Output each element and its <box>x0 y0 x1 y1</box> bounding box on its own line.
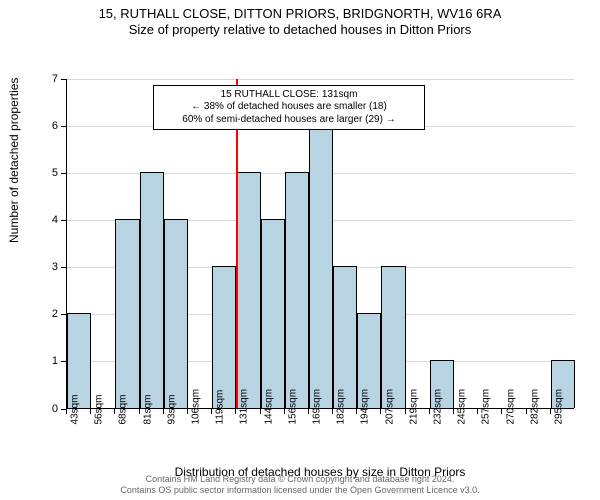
annotation-line1: 15 RUTHALL CLOSE: 131sqm <box>160 89 418 102</box>
ytick-label: 5 <box>52 167 58 179</box>
xtick-mark <box>187 409 188 414</box>
xtick-mark <box>380 409 381 414</box>
ytick-mark <box>61 173 66 174</box>
ytick-label: 0 <box>52 403 58 415</box>
ytick-mark <box>61 267 66 268</box>
chart-footer: Contains HM Land Registry data © Crown c… <box>0 474 600 497</box>
xtick-mark <box>139 409 140 414</box>
xtick-mark <box>66 409 67 414</box>
xtick-mark <box>211 409 212 414</box>
ytick-mark <box>61 220 66 221</box>
ytick-label: 4 <box>52 214 58 226</box>
xtick-mark <box>356 409 357 414</box>
chart-title-line2: Size of property relative to detached ho… <box>0 22 600 38</box>
histogram-bar <box>164 219 188 408</box>
ytick-label: 1 <box>52 355 58 367</box>
histogram-bar <box>67 313 91 407</box>
chart-title-block: 15, RUTHALL CLOSE, DITTON PRIORS, BRIDGN… <box>0 0 600 39</box>
xtick-mark <box>429 409 430 414</box>
ytick-mark <box>61 361 66 362</box>
xtick-mark <box>163 409 164 414</box>
gridline <box>67 79 574 80</box>
ytick-label: 3 <box>52 261 58 273</box>
histogram-bar <box>236 172 260 408</box>
xtick-mark <box>114 409 115 414</box>
histogram-bar <box>285 172 309 408</box>
histogram-bar <box>115 219 139 408</box>
histogram-bar <box>333 266 357 407</box>
xtick-mark <box>453 409 454 414</box>
ytick-mark <box>61 79 66 80</box>
plot-area: 15 RUTHALL CLOSE: 131sqm← 38% of detache… <box>66 79 574 409</box>
xtick-mark <box>501 409 502 414</box>
histogram-bar <box>140 172 164 408</box>
histogram-bar <box>261 219 285 408</box>
xtick-mark <box>526 409 527 414</box>
chart-title-line1: 15, RUTHALL CLOSE, DITTON PRIORS, BRIDGN… <box>0 6 600 22</box>
xtick-mark <box>405 409 406 414</box>
footer-line1: Contains HM Land Registry data © Crown c… <box>0 474 600 485</box>
xtick-mark <box>308 409 309 414</box>
xtick-mark <box>90 409 91 414</box>
xtick-mark <box>235 409 236 414</box>
histogram-bar <box>309 125 333 408</box>
xtick-mark <box>477 409 478 414</box>
footer-line2: Contains OS public sector information li… <box>0 485 600 496</box>
xtick-mark <box>332 409 333 414</box>
histogram-bar <box>381 266 405 407</box>
ytick-label: 7 <box>52 73 58 85</box>
histogram-bar <box>212 266 236 407</box>
annotation-line2: ← 38% of detached houses are smaller (18… <box>160 101 418 114</box>
xtick-mark <box>260 409 261 414</box>
ytick-label: 2 <box>52 308 58 320</box>
ytick-mark <box>61 314 66 315</box>
ytick-mark <box>61 126 66 127</box>
annotation-line3: 60% of semi-detached houses are larger (… <box>160 114 418 127</box>
xtick-mark <box>550 409 551 414</box>
annotation-box: 15 RUTHALL CLOSE: 131sqm← 38% of detache… <box>153 85 425 131</box>
ytick-label: 6 <box>52 120 58 132</box>
xtick-mark <box>284 409 285 414</box>
